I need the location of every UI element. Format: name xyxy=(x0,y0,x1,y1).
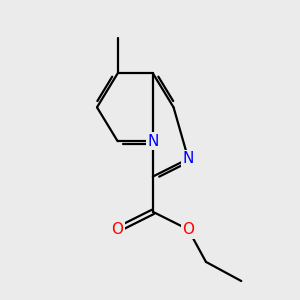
Text: O: O xyxy=(182,222,194,237)
Text: O: O xyxy=(112,222,124,237)
Text: N: N xyxy=(147,134,159,149)
Text: N: N xyxy=(183,151,194,166)
